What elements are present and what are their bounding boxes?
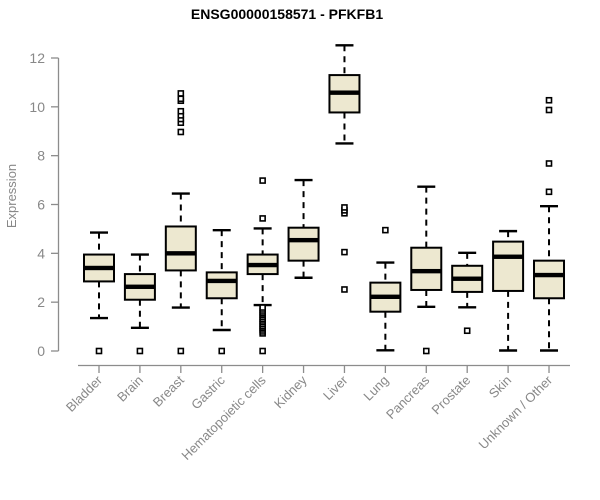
x-tick-label: Liver xyxy=(320,372,351,403)
box-group xyxy=(492,229,525,352)
median-line xyxy=(534,272,565,278)
x-tick-label: Breast xyxy=(150,372,187,409)
outlier-point xyxy=(259,347,266,355)
iqr-box xyxy=(205,271,238,300)
outlier-point xyxy=(545,96,553,104)
box-group xyxy=(205,228,238,355)
median-line xyxy=(370,294,401,299)
outlier-point xyxy=(177,128,185,136)
outlier-point xyxy=(177,347,185,355)
outlier-point xyxy=(136,347,144,355)
iqr-box xyxy=(533,259,566,300)
iqr-box xyxy=(287,226,320,262)
outlier-point xyxy=(218,347,226,355)
outlier-point xyxy=(422,347,430,355)
box-group xyxy=(287,178,320,279)
x-tick-label: Bladder xyxy=(63,372,106,415)
median-line xyxy=(165,251,196,256)
box-group xyxy=(369,226,402,352)
outlier-point xyxy=(545,160,553,167)
iqr-box xyxy=(492,240,525,292)
box-group xyxy=(410,185,443,355)
y-tick-label: 2 xyxy=(37,294,45,310)
outlier-point xyxy=(177,107,185,115)
box-group xyxy=(123,253,156,355)
median-line xyxy=(493,254,524,259)
y-tick-label: 10 xyxy=(29,99,45,115)
box-group xyxy=(164,90,197,355)
chart-title: ENSG00000158571 - PFKFB1 xyxy=(190,6,384,22)
box-group xyxy=(451,251,484,335)
median-line xyxy=(288,237,319,243)
y-axis-title: Expression xyxy=(4,164,19,228)
y-tick-label: 6 xyxy=(37,197,45,213)
x-tick-label: Gastric xyxy=(188,372,228,412)
outlier-point xyxy=(341,204,348,211)
outlier-point xyxy=(341,286,348,293)
x-tick-label: Lung xyxy=(360,373,391,404)
box-group xyxy=(533,96,566,352)
x-tick-label: Kidney xyxy=(271,372,310,411)
box-group xyxy=(246,177,279,355)
outlier-point xyxy=(259,177,266,184)
x-tick-label: Prostate xyxy=(428,373,473,418)
x-tick-label: Skin xyxy=(486,373,514,401)
median-line xyxy=(411,268,442,274)
y-tick-label: 8 xyxy=(37,148,45,164)
outlier-point xyxy=(463,327,471,335)
median-line xyxy=(124,284,155,289)
median-line xyxy=(84,265,114,271)
x-tick-label: Unknown / Other xyxy=(476,372,556,452)
x-tick-label: Pancreas xyxy=(383,372,433,422)
outlier-point xyxy=(259,304,266,311)
median-line xyxy=(206,278,237,284)
outlier-point xyxy=(259,215,266,222)
outlier-point xyxy=(177,95,185,103)
y-tick-label: 0 xyxy=(37,343,45,359)
median-line xyxy=(452,276,483,281)
y-tick-label: 12 xyxy=(29,50,45,66)
iqr-box xyxy=(164,225,197,272)
outlier-point xyxy=(382,226,389,234)
median-line xyxy=(329,90,360,95)
y-axis: 0 2 4 6 8 10 12 Expression xyxy=(4,50,60,359)
outlier-point xyxy=(545,188,553,196)
outlier-point xyxy=(95,347,103,355)
iqr-box xyxy=(410,246,443,291)
box-group xyxy=(83,231,115,355)
median-line xyxy=(247,262,278,268)
outlier-point xyxy=(545,106,553,114)
box-group xyxy=(328,44,361,293)
outlier-point xyxy=(341,248,348,256)
outlier-point xyxy=(177,90,185,97)
y-tick-label: 4 xyxy=(37,245,45,261)
x-tick-label: Brain xyxy=(114,373,146,405)
